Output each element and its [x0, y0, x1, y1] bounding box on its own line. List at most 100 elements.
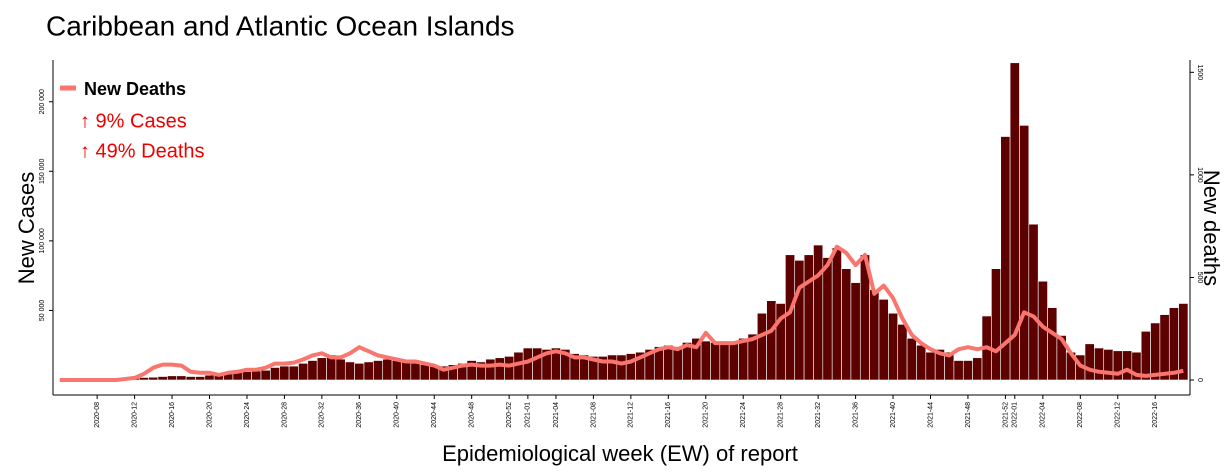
- x-tick-label: 2021-04: [553, 402, 560, 428]
- bar: [185, 376, 196, 381]
- x-tick-label: 2021-48: [965, 402, 972, 428]
- bar: [279, 365, 290, 381]
- annotation: ↑ 9% Cases: [80, 110, 187, 132]
- bar: [1159, 314, 1170, 381]
- x-tick-label: 2020-24: [244, 402, 251, 428]
- bar: [410, 363, 421, 381]
- y2-tick-label: 0: [1196, 378, 1203, 382]
- x-tick-label: 2020-36: [356, 402, 363, 428]
- x-tick-label: 2021-20: [703, 402, 710, 428]
- bar: [831, 247, 842, 381]
- bar: [1047, 307, 1058, 381]
- bar: [1084, 343, 1095, 381]
- x-tick-label: 2022-04: [1040, 402, 1047, 428]
- legend-label: New Deaths: [84, 79, 186, 99]
- bar: [504, 356, 515, 381]
- x-tick-label: 2020-48: [469, 402, 476, 428]
- y-axis-label: New Cases: [14, 172, 39, 284]
- bar: [906, 337, 917, 381]
- bar: [1150, 322, 1161, 381]
- bar: [1122, 350, 1133, 381]
- bar: [663, 344, 674, 381]
- bar: [157, 376, 168, 381]
- bar: [1103, 349, 1114, 381]
- bar: [794, 260, 805, 381]
- y-tick-label: 50 000: [39, 300, 46, 322]
- bar: [916, 344, 927, 381]
- bar: [335, 358, 346, 381]
- bar: [391, 360, 402, 381]
- x-tick-label: 2021-32: [815, 402, 822, 428]
- bar: [766, 300, 777, 381]
- x-tick-label: 2021-16: [665, 402, 672, 428]
- bar: [138, 377, 149, 381]
- bar: [1028, 223, 1039, 381]
- bar: [204, 374, 215, 381]
- bar: [363, 361, 374, 381]
- bar: [485, 358, 496, 381]
- bar: [710, 342, 721, 381]
- bar: [532, 347, 543, 381]
- y2-axis-label: New deaths: [1199, 170, 1224, 286]
- bar: [756, 312, 767, 381]
- x-tick-label: 2021-08: [590, 402, 597, 428]
- y2-tick-label: 500: [1196, 272, 1203, 284]
- bar: [1178, 303, 1189, 381]
- bar: [869, 289, 880, 381]
- y-tick-label: 150 000: [39, 159, 46, 184]
- bar: [260, 369, 271, 381]
- bar: [850, 282, 861, 381]
- x-tick-label: 2021-24: [740, 402, 747, 428]
- x-tick-label: 2020-52: [506, 402, 513, 428]
- y-tick-label: 100 000: [39, 228, 46, 253]
- bar: [1168, 307, 1179, 381]
- bar: [822, 257, 833, 381]
- x-tick-label: 2021-44: [927, 402, 934, 428]
- bar: [1019, 125, 1030, 381]
- bar: [176, 375, 187, 381]
- annotation: ↑ 49% Deaths: [80, 140, 205, 162]
- bar: [625, 353, 636, 381]
- bar: [785, 254, 796, 381]
- bar: [925, 351, 936, 381]
- bar: [1094, 347, 1105, 381]
- chart-title: Caribbean and Atlantic Ocean Islands: [46, 10, 515, 41]
- x-tick-label: 2020-40: [394, 402, 401, 428]
- bar: [841, 268, 852, 381]
- bar: [888, 312, 899, 381]
- line-series: [59, 244, 1184, 382]
- bar: [719, 343, 730, 381]
- bar: [251, 370, 262, 381]
- bar: [1140, 331, 1151, 381]
- bar: [953, 360, 964, 381]
- bar: [700, 340, 711, 381]
- bar: [607, 354, 618, 381]
- bar: [616, 354, 627, 381]
- bar: [401, 361, 412, 381]
- bar: [962, 360, 973, 381]
- x-tick-label: 2020-44: [431, 402, 438, 428]
- x-tick-label: 2020-16: [169, 402, 176, 428]
- x-tick-label: 2021-12: [628, 402, 635, 428]
- bar: [316, 357, 327, 381]
- x-tick-label: 2021-52: [1002, 402, 1009, 428]
- bar: [728, 342, 739, 381]
- bar: [972, 357, 983, 381]
- bar: [288, 365, 299, 381]
- bar: [307, 360, 318, 381]
- bar: [373, 360, 384, 381]
- x-tick-label: 2020-20: [206, 402, 213, 428]
- x-tick-label: 2022-12: [1115, 402, 1122, 428]
- bar: [382, 358, 393, 381]
- x-tick-label: 2022-16: [1152, 402, 1159, 428]
- x-tick-label: 2022-08: [1077, 402, 1084, 428]
- y2-tick-label: 1500: [1196, 65, 1203, 81]
- bar: [167, 375, 178, 381]
- bar: [195, 376, 206, 381]
- x-tick-label: 2020-08: [94, 402, 101, 428]
- y2-tick-label: 1000: [1196, 167, 1203, 183]
- x-tick-label: 2021-40: [890, 402, 897, 428]
- bar: [354, 363, 365, 381]
- x-tick-label: 2022-01: [1012, 402, 1019, 428]
